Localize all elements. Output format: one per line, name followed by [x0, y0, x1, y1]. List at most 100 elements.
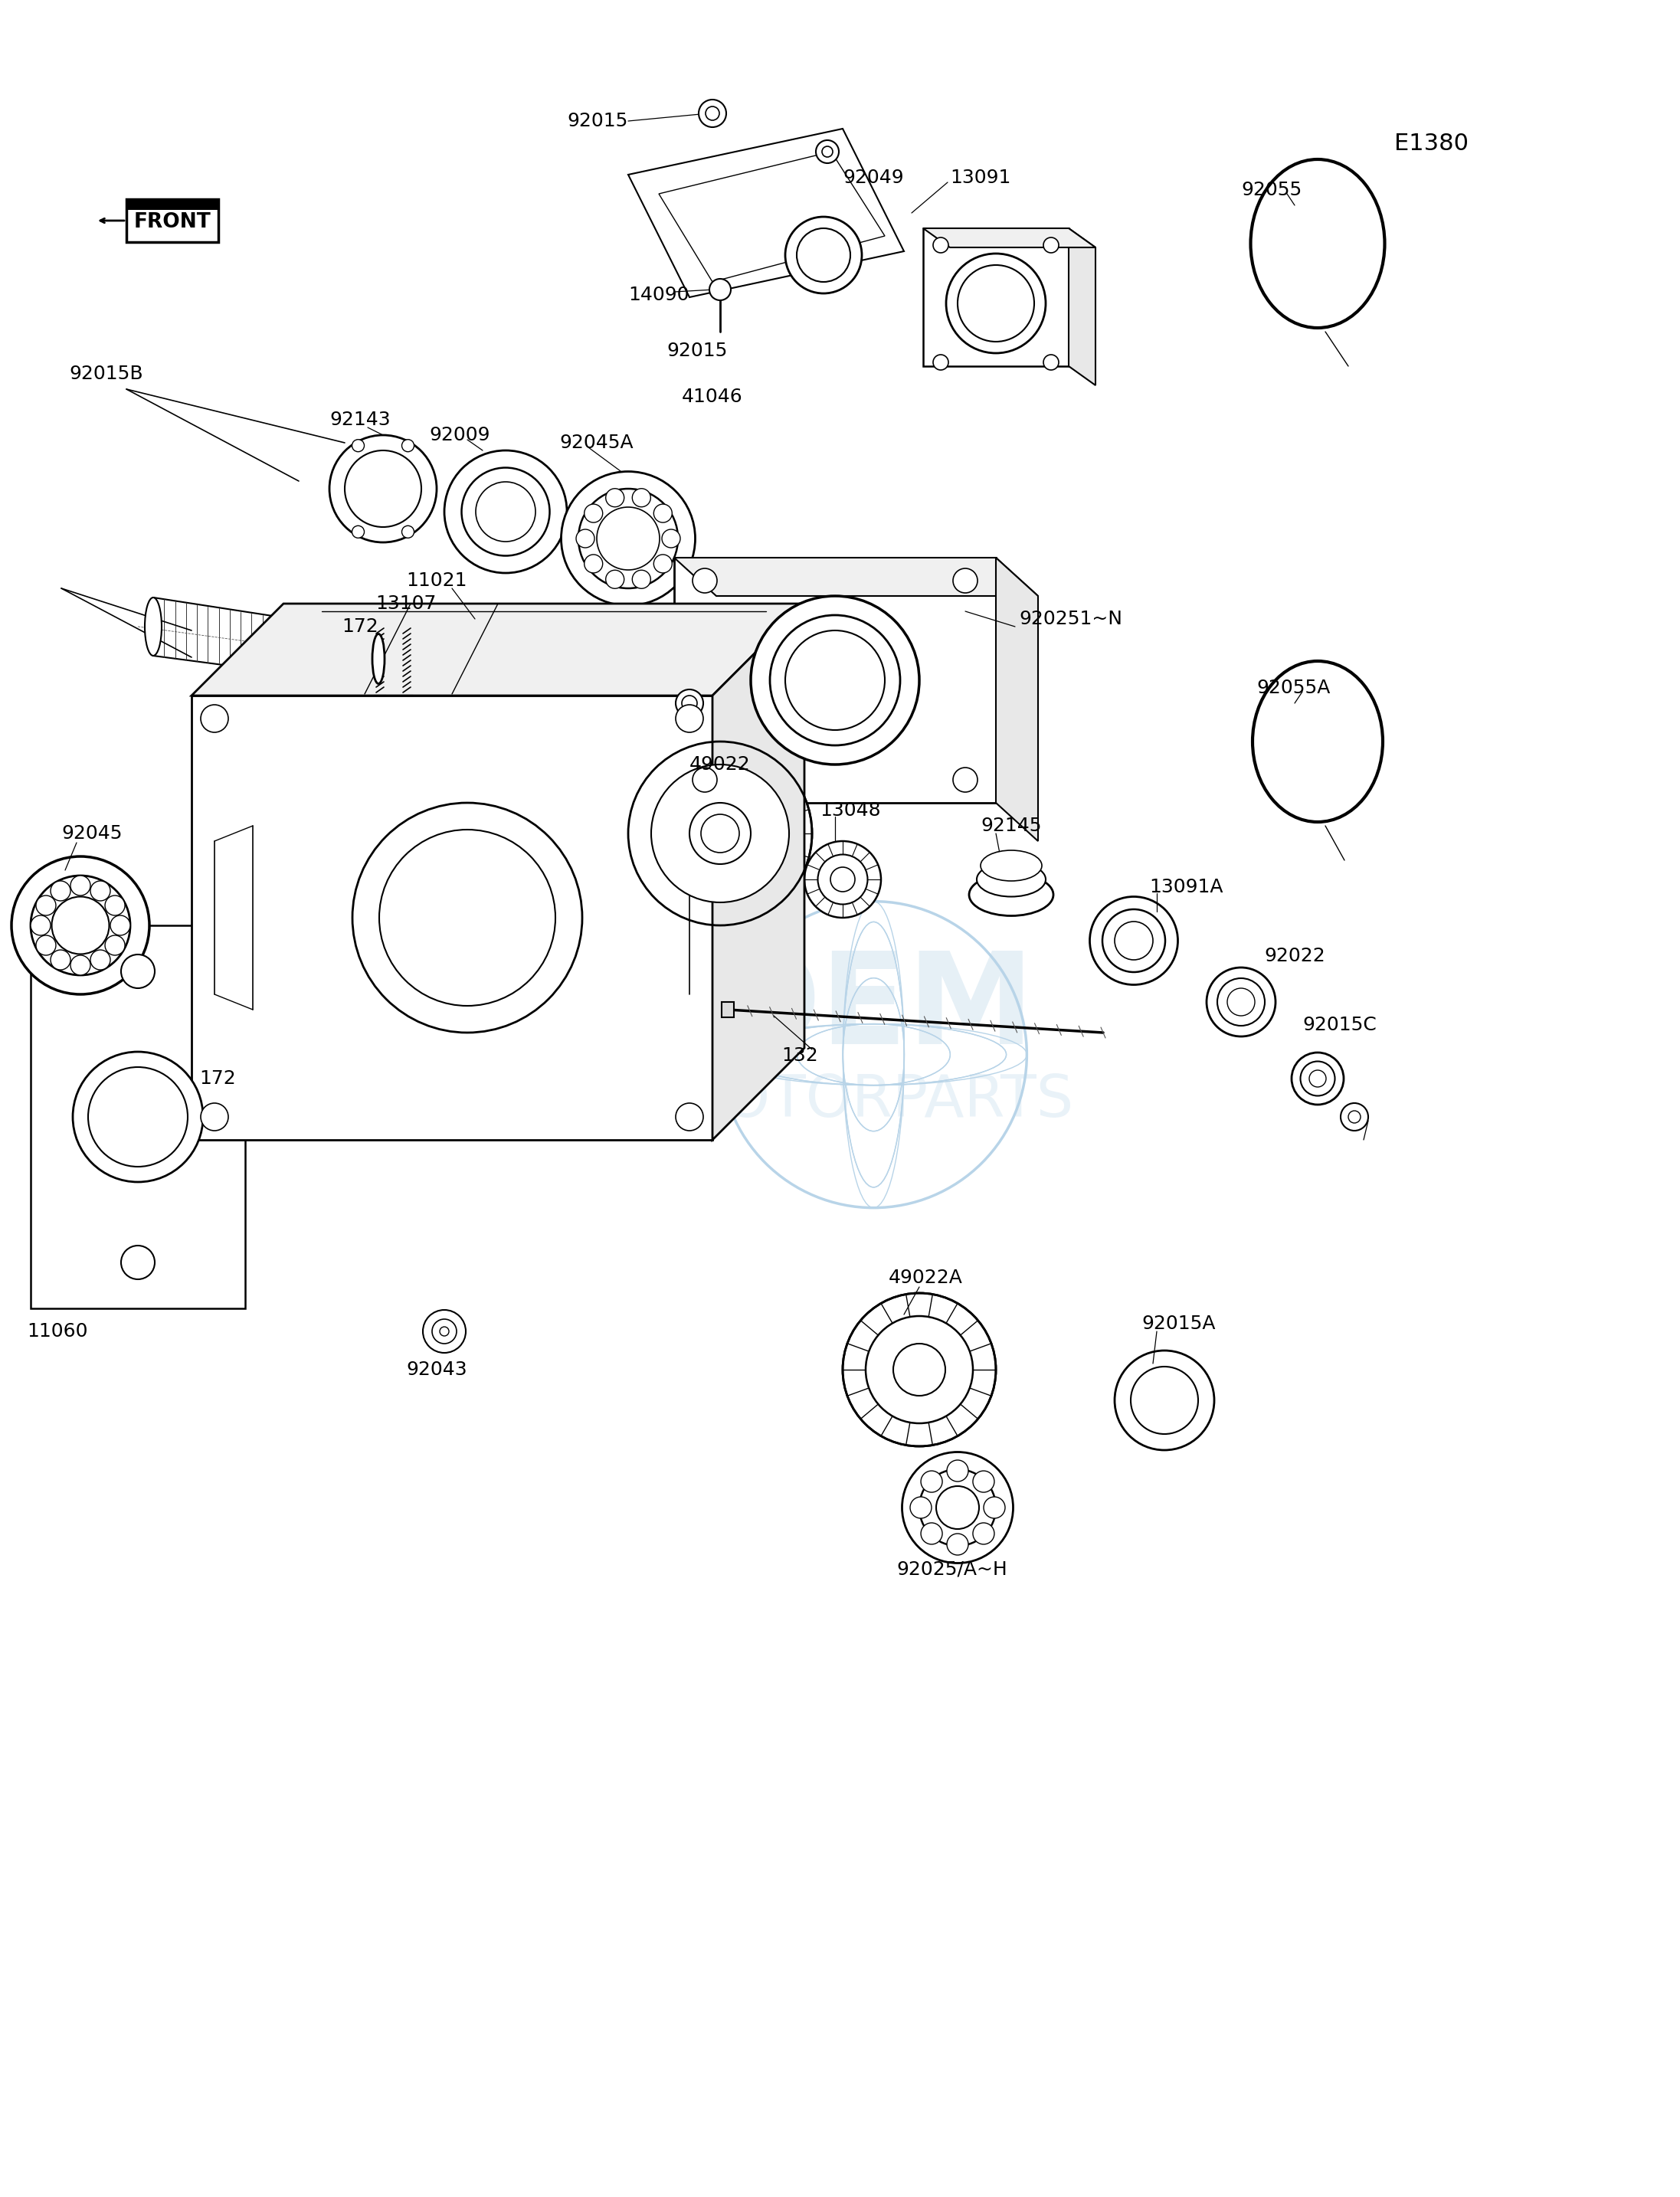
Ellipse shape	[628, 743, 811, 925]
Ellipse shape	[976, 861, 1045, 896]
Ellipse shape	[981, 850, 1042, 881]
Ellipse shape	[578, 488, 679, 589]
Circle shape	[699, 99, 726, 127]
Text: 41046: 41046	[682, 387, 743, 406]
Text: 92025/A~H: 92025/A~H	[897, 1560, 1008, 1577]
Ellipse shape	[72, 1052, 203, 1182]
Circle shape	[675, 1103, 704, 1131]
Circle shape	[402, 439, 413, 453]
Ellipse shape	[353, 802, 583, 1033]
Ellipse shape	[689, 802, 751, 863]
Text: 13048: 13048	[820, 802, 880, 819]
Text: FRONT: FRONT	[134, 213, 212, 233]
Circle shape	[440, 1327, 449, 1336]
Text: 92043: 92043	[407, 1360, 467, 1380]
Ellipse shape	[1114, 921, 1152, 960]
Text: 92143: 92143	[329, 411, 390, 428]
Ellipse shape	[919, 1470, 996, 1547]
Circle shape	[822, 147, 833, 156]
Ellipse shape	[652, 765, 790, 903]
Circle shape	[121, 953, 155, 989]
Polygon shape	[674, 558, 1038, 595]
Circle shape	[402, 525, 413, 538]
Ellipse shape	[475, 481, 536, 543]
Circle shape	[35, 896, 55, 916]
Polygon shape	[922, 228, 1068, 367]
Text: 13091A: 13091A	[1149, 879, 1223, 896]
Text: 92145: 92145	[981, 817, 1042, 835]
Text: 49022A: 49022A	[889, 1268, 963, 1287]
Circle shape	[71, 877, 91, 896]
Circle shape	[654, 554, 672, 573]
Ellipse shape	[785, 631, 885, 729]
Polygon shape	[922, 228, 1095, 248]
Ellipse shape	[751, 595, 919, 765]
Text: 132: 132	[781, 1046, 818, 1066]
Text: 92022: 92022	[1263, 947, 1326, 964]
Circle shape	[104, 936, 124, 956]
Circle shape	[973, 1470, 995, 1492]
Circle shape	[606, 571, 623, 589]
Circle shape	[692, 767, 717, 793]
Ellipse shape	[1300, 1061, 1336, 1096]
Circle shape	[953, 569, 978, 593]
Ellipse shape	[1090, 896, 1178, 984]
Polygon shape	[126, 200, 218, 211]
Circle shape	[675, 690, 704, 716]
Circle shape	[111, 916, 131, 936]
Text: MOTORPARTS: MOTORPARTS	[674, 1072, 1074, 1129]
Polygon shape	[192, 696, 712, 1140]
Circle shape	[35, 936, 55, 956]
Ellipse shape	[805, 841, 880, 918]
Ellipse shape	[144, 598, 161, 655]
Ellipse shape	[12, 857, 150, 995]
Circle shape	[200, 1103, 228, 1131]
Text: E1380: E1380	[1394, 132, 1468, 156]
Polygon shape	[996, 558, 1038, 841]
Circle shape	[709, 279, 731, 301]
Ellipse shape	[1114, 1351, 1215, 1450]
Ellipse shape	[818, 855, 867, 905]
Circle shape	[921, 1470, 942, 1492]
Ellipse shape	[329, 435, 437, 543]
Ellipse shape	[1102, 910, 1166, 971]
Circle shape	[104, 896, 124, 916]
Text: OEM: OEM	[712, 947, 1035, 1070]
Text: 92015B: 92015B	[69, 365, 143, 382]
Polygon shape	[722, 1002, 734, 1017]
Circle shape	[91, 881, 111, 901]
Ellipse shape	[1292, 1052, 1344, 1105]
Circle shape	[682, 696, 697, 712]
Text: 920251~N: 920251~N	[1018, 611, 1122, 628]
Circle shape	[353, 439, 365, 453]
Polygon shape	[628, 130, 904, 297]
Circle shape	[662, 529, 680, 547]
Polygon shape	[30, 925, 245, 1309]
Text: 172: 172	[341, 617, 378, 635]
Circle shape	[71, 956, 91, 975]
Circle shape	[1043, 354, 1058, 369]
Circle shape	[675, 705, 704, 732]
Ellipse shape	[344, 450, 422, 527]
Text: 11060: 11060	[27, 1323, 87, 1340]
Text: 92045: 92045	[60, 824, 123, 844]
Ellipse shape	[830, 868, 855, 892]
Text: 92045A: 92045A	[559, 433, 633, 453]
Ellipse shape	[561, 472, 696, 606]
Circle shape	[1043, 237, 1058, 253]
Circle shape	[983, 1496, 1005, 1518]
Circle shape	[948, 1461, 968, 1481]
Circle shape	[606, 488, 623, 508]
Circle shape	[91, 949, 111, 969]
Ellipse shape	[865, 1316, 973, 1424]
Polygon shape	[192, 604, 805, 696]
Ellipse shape	[373, 635, 385, 683]
Ellipse shape	[796, 228, 850, 281]
Ellipse shape	[52, 896, 109, 953]
Ellipse shape	[958, 266, 1035, 343]
Circle shape	[50, 881, 71, 901]
Ellipse shape	[380, 830, 556, 1006]
Circle shape	[50, 949, 71, 969]
Ellipse shape	[843, 1294, 996, 1446]
Circle shape	[423, 1309, 465, 1353]
